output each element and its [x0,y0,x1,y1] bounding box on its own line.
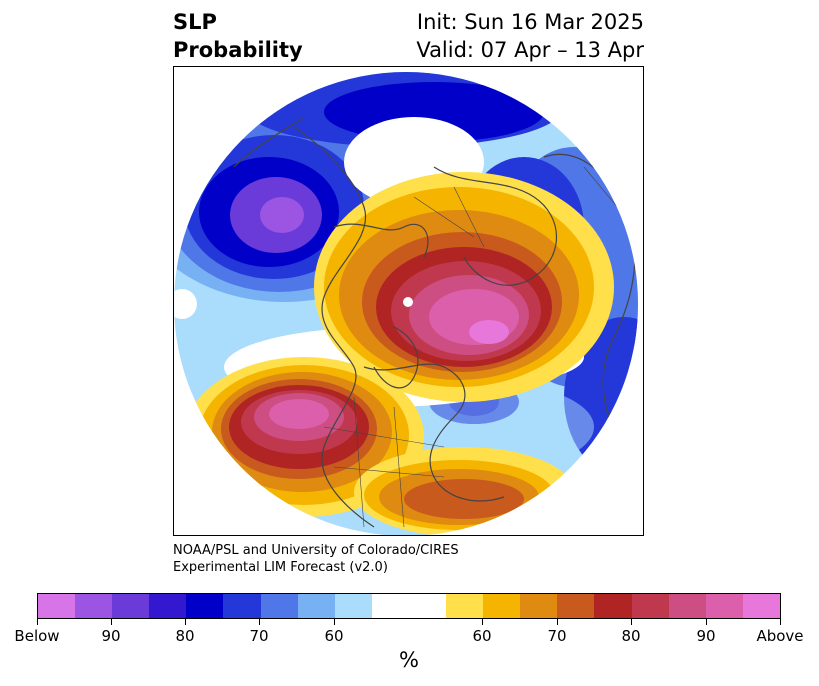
title-variable: SLP [173,10,217,34]
colorbar-tick-label: 70 [249,627,269,645]
title-left: SLP Probability [173,8,303,64]
credit-line-2: Experimental LIM Forecast (v2.0) [173,560,388,575]
above-normal-regions [184,172,614,535]
colorbar-tick-label: 60 [472,627,492,645]
colorbar-tick-label: 90 [101,627,121,645]
title-type: Probability [173,38,303,62]
colorbar-segment [297,594,335,618]
colorbar-tick [111,619,112,625]
colorbar-tick-label: 80 [621,627,641,645]
colorbar-segment [446,594,484,618]
colorbar-tick-label: 80 [175,627,195,645]
colorbar-tick [631,619,632,625]
colorbar-segment [334,594,372,618]
valid-range: Valid: 07 Apr – 13 Apr [416,38,644,62]
colorbar-tick-label: 90 [696,627,716,645]
colorbar-tick [482,619,483,625]
colorbar-segment [742,594,780,618]
colorbar-segment [260,594,298,618]
colorbar-segment [705,594,743,618]
colorbar-tick-label: 60 [324,627,344,645]
colorbar-tick [37,619,38,625]
colorbar-segment [149,594,187,618]
colorbar-tick [780,619,781,625]
colorbar-tick [259,619,260,625]
credit: NOAA/PSL and University of Colorado/CIRE… [173,542,459,576]
title-right: Init: Sun 16 Mar 2025 Valid: 07 Apr – 13… [416,8,644,64]
colorbar-tick-label: Below [14,627,60,645]
coastlines [233,116,636,528]
colorbar-segment [631,594,669,618]
map-panel [173,66,644,536]
colorbar-tick [185,619,186,625]
colorbar-segment [38,594,76,618]
colorbar-tick [334,619,335,625]
colorbar-tick [557,619,558,625]
init-date: Init: Sun 16 Mar 2025 [416,10,644,34]
colorbar-units: % [399,648,419,672]
colorbar-segment [520,594,558,618]
colorbar-segment [112,594,150,618]
colorbar-segment [557,594,595,618]
colorbar-tick-label: 70 [547,627,567,645]
colorbar-segment [371,594,409,618]
colorbar-segment [668,594,706,618]
colorbar-segment [594,594,632,618]
colorbar-tick-label: Above [756,627,804,645]
colorbar-segment [75,594,113,618]
colorbar-segment [483,594,521,618]
forecast-map [174,72,638,535]
credit-line-1: NOAA/PSL and University of Colorado/CIRE… [173,543,459,558]
colorbar [37,593,781,619]
colorbar-segment [408,594,447,618]
colorbar-segment [223,594,261,618]
colorbar-segment [186,594,224,618]
colorbar-tick [706,619,707,625]
